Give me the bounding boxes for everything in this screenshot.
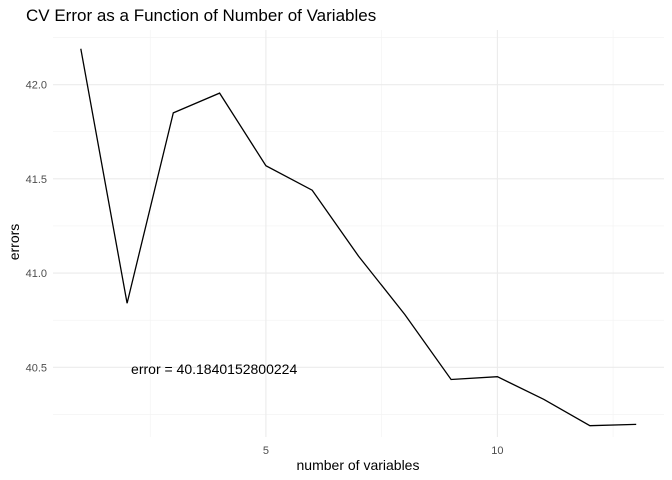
x-tick-label: 10 [491,445,503,457]
grid-lines [53,30,664,437]
chart-title: CV Error as a Function of Number of Vari… [26,6,376,25]
y-tick-label: 40.5 [26,362,47,374]
y-tick-label: 41.5 [26,174,47,186]
x-axis-ticks: 5 10 [263,445,504,457]
x-axis-title: number of variables [297,457,420,473]
x-tick-label: 5 [263,445,269,457]
y-tick-label: 42.0 [26,80,47,92]
error-annotation: error = 40.1840152800224 [131,361,297,377]
series-line-errors [80,48,637,427]
y-axis-ticks: 40.5 41.0 41.5 42.0 [26,80,47,375]
y-tick-label: 41.0 [26,268,47,280]
y-axis-title: errors [6,224,22,261]
